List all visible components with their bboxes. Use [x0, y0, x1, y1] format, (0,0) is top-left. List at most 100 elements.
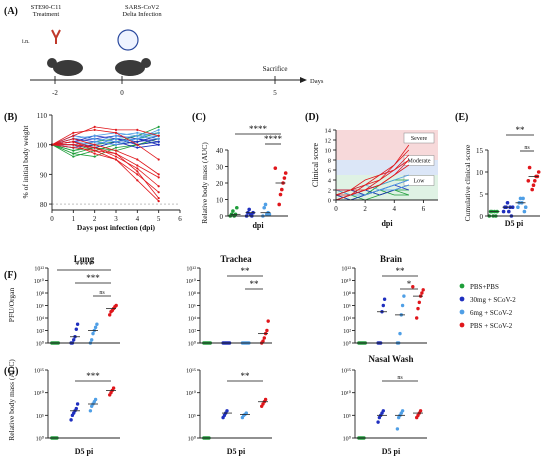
- axes: [199, 268, 272, 344]
- pfu-trachea-point: [265, 328, 269, 333]
- series-line: [51, 138, 159, 175]
- pfu-brain-point: [382, 297, 387, 301]
- y-tick-label: 10¹⁰: [186, 390, 197, 397]
- series-point: [157, 158, 160, 161]
- y-tick-label: 10¹⁵: [186, 369, 196, 375]
- infection-label: SARS-CoV2: [125, 4, 159, 11]
- pfu-brain-point: [416, 306, 420, 311]
- days-label: Days: [310, 78, 324, 85]
- y-tick-label: 30: [216, 164, 224, 172]
- y-tick-label: 10⁸: [36, 292, 44, 298]
- cumulative-score-point: [536, 170, 541, 174]
- series-point: [93, 140, 96, 143]
- pfu-lung-point: [93, 325, 98, 330]
- relative-mass-point: [278, 192, 283, 197]
- series-point: [93, 128, 96, 131]
- series-point: [157, 131, 160, 134]
- series-point: [93, 149, 96, 152]
- series-point: [157, 185, 160, 188]
- series-point: [136, 158, 139, 161]
- y-tick-label: 10⁴: [188, 317, 196, 323]
- y-tick-label: 2: [328, 188, 331, 195]
- panel-letter-g: (G): [4, 366, 18, 377]
- pfu-trachea-sig-label: **: [241, 266, 251, 276]
- pfu-lung-point: [75, 322, 80, 326]
- y-axis-label: Clinical score: [311, 142, 320, 187]
- y-tick-label: 10²: [36, 329, 44, 335]
- series-point: [114, 155, 118, 158]
- series-point: [157, 191, 160, 194]
- auc-subplot-1-point: [93, 397, 98, 402]
- series-point: [136, 167, 139, 170]
- legend-label: PBS + SCoV-2: [470, 322, 513, 330]
- y-tick-label: 20: [216, 180, 224, 188]
- pfu-lung-point: [74, 327, 79, 331]
- relative-mass-point: [280, 187, 284, 192]
- y-tick-label: 10⁶: [343, 304, 351, 310]
- cumulative-score-point: [523, 205, 528, 209]
- series-point: [136, 173, 139, 176]
- y-tick-label: 10¹⁰: [34, 390, 45, 397]
- series-point: [114, 158, 118, 161]
- cumulative-score-point: [505, 201, 510, 205]
- pfu-brain-point: [402, 294, 406, 298]
- series-point: [136, 146, 139, 149]
- series-point: [157, 125, 160, 128]
- cumulative-score-sig-label: **: [516, 125, 526, 135]
- y-tick-label: 10⁰: [36, 436, 45, 443]
- series-point: [114, 152, 118, 155]
- severe-band-label: Severe: [411, 136, 428, 142]
- series-point: [72, 152, 75, 155]
- series-point: [157, 134, 160, 137]
- pfu-brain-point: [421, 288, 425, 292]
- series-point: [114, 128, 118, 131]
- y-tick-label: 10: [476, 169, 484, 177]
- pfu-brain-title: Brain: [380, 254, 402, 264]
- low-band-box: [403, 175, 435, 186]
- y-tick-label: 10¹²: [34, 267, 44, 273]
- pfu-lung-sig-label: ****: [75, 260, 94, 270]
- pfu-brain-point: [398, 331, 402, 336]
- mouse-icon: [53, 60, 83, 76]
- x-tick-label: 0: [50, 215, 54, 223]
- auc-subplot-1-sig-label: ***: [86, 371, 100, 381]
- panel-letter-d: (D): [305, 112, 319, 123]
- y-tick-label: 10¹⁵: [341, 369, 351, 375]
- y-tick-label: 10⁰: [188, 436, 197, 443]
- pfu-lung-sig-label: ***: [86, 273, 100, 283]
- y-tick-label: 0: [220, 213, 224, 221]
- pfu-trachea-point: [262, 336, 266, 340]
- y-axis-label: % of initial body weight: [21, 125, 30, 199]
- relative-mass-point: [235, 205, 239, 210]
- series-point: [93, 146, 96, 149]
- y-tick-label: 10¹⁰: [341, 278, 352, 285]
- pfu-trachea-point: [266, 319, 270, 323]
- x-axis-label: dpi: [252, 221, 264, 230]
- y-tick-label: 5: [480, 191, 484, 199]
- pfu-brain-sig-label: **: [396, 266, 406, 276]
- series-point: [72, 149, 75, 152]
- auc-subplot-1-point: [69, 418, 73, 422]
- cumulative-score-point: [531, 183, 536, 187]
- relative-mass-point: [262, 205, 267, 210]
- auc-subplot-1-point: [111, 386, 116, 390]
- series-point: [72, 155, 75, 158]
- series-point: [114, 134, 118, 137]
- x-tick-label: 3: [114, 215, 118, 223]
- legend-marker: [459, 309, 465, 315]
- series-point: [93, 134, 96, 137]
- series-point: [136, 137, 139, 140]
- relative-mass-point: [273, 166, 278, 170]
- axes: [47, 268, 120, 344]
- y-tick-label: 6: [328, 168, 332, 175]
- relative-mass-point: [247, 207, 251, 212]
- series-point: [136, 179, 139, 182]
- y-tick-label: 10⁵: [343, 414, 351, 420]
- cumulative-score-point: [501, 209, 506, 214]
- series-point: [72, 131, 75, 134]
- pfu-brain-point: [417, 300, 421, 305]
- series-point: [72, 134, 75, 137]
- legend-label: PBS+PBS: [470, 283, 499, 291]
- x-tick-label: 2: [363, 205, 367, 213]
